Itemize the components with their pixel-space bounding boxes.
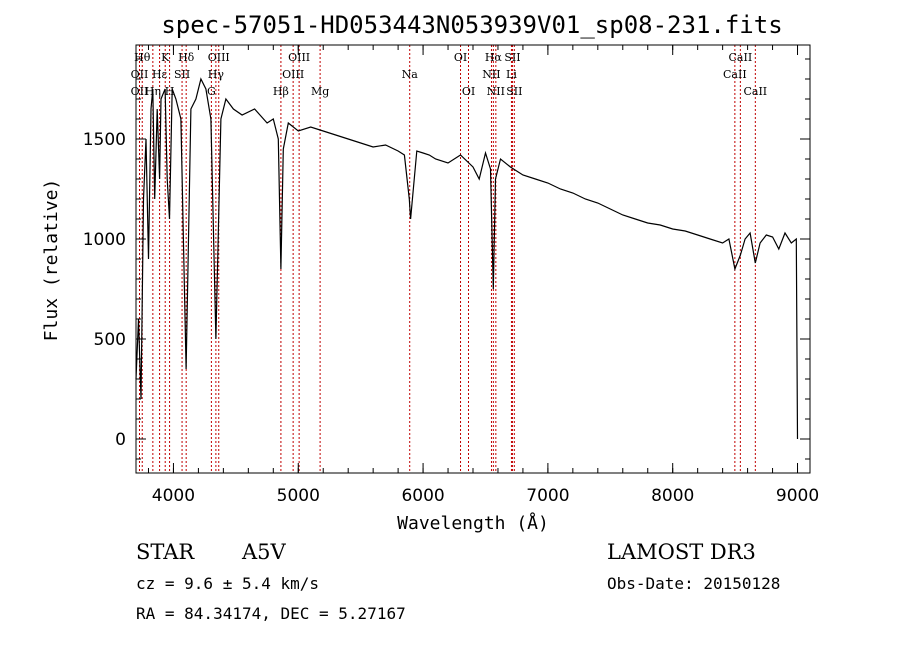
chart-title: spec-57051-HD053443N053939V01_sp08-231.f…: [161, 11, 782, 39]
spectral-line-label: H: [165, 85, 175, 98]
spectral-line-label: SII: [504, 51, 520, 64]
x-tick-label: 6000: [401, 486, 444, 506]
x-tick-label: 8000: [651, 486, 694, 506]
spectral-line-label: OI: [454, 51, 467, 64]
x-axis-label: Wavelength (Å): [397, 512, 549, 534]
spectral-line-label: NII: [487, 85, 505, 98]
spectral-line-label: Hδ: [178, 51, 195, 64]
spectral-line-label: OIII: [208, 51, 230, 64]
spectral-line-label: OII: [131, 85, 149, 98]
observation-date: Obs-Date: 20150128: [607, 574, 781, 593]
spectral-line-label: K: [161, 51, 170, 64]
spectral-line-label: CaII: [723, 68, 747, 81]
spectral-line-label: CaII: [743, 85, 767, 98]
plot-frame: [135, 44, 811, 474]
spectral-line-label: Hα: [485, 51, 503, 64]
survey-name: LAMOST DR3: [607, 540, 756, 564]
spectral-line-label: Li: [506, 68, 517, 81]
spectral-line-label: SII: [174, 68, 190, 81]
y-tick-label: 0: [115, 430, 126, 450]
x-tick-label: 7000: [526, 486, 569, 506]
spectral-line-label: CaII: [729, 51, 753, 64]
y-tick-label: 1000: [83, 230, 126, 250]
spectral-line-label: Hε: [152, 68, 168, 81]
spectral-line-label: NII: [482, 68, 500, 81]
spectral-line-label: Hθ: [134, 51, 151, 64]
spectral-line-label: OII: [131, 68, 149, 81]
spectral-line-label: Hη: [145, 85, 161, 98]
object-class: STAR: [136, 540, 195, 564]
spectrum-series-line: [135, 77, 799, 440]
y-tick-label: 1500: [83, 130, 126, 150]
spectral-line-label: Hβ: [273, 85, 289, 98]
spectral-line-label: OIII: [282, 68, 304, 81]
spectral-line-label: OIII: [288, 51, 310, 64]
sky-coordinates: RA = 84.34174, DEC = 5.27167: [136, 604, 406, 623]
x-tick-label: 5000: [277, 486, 320, 506]
x-tick-label: 4000: [152, 486, 195, 506]
x-tick-label: 9000: [776, 486, 819, 506]
y-tick-label: 500: [94, 330, 126, 350]
spectral-line-label: OI: [462, 85, 475, 98]
spectral-line-label: Na: [402, 68, 419, 81]
spectral-line-label: Hγ: [208, 68, 225, 81]
spectral-line-label: SII: [506, 85, 522, 98]
spectral-line-label: Mg: [311, 85, 329, 98]
object-subclass: A5V: [242, 540, 286, 564]
spectral-line-label: G: [207, 85, 216, 98]
y-axis-label: Flux (relative): [41, 179, 62, 342]
redshift-velocity: cz = 9.6 ± 5.4 km/s: [136, 574, 320, 593]
